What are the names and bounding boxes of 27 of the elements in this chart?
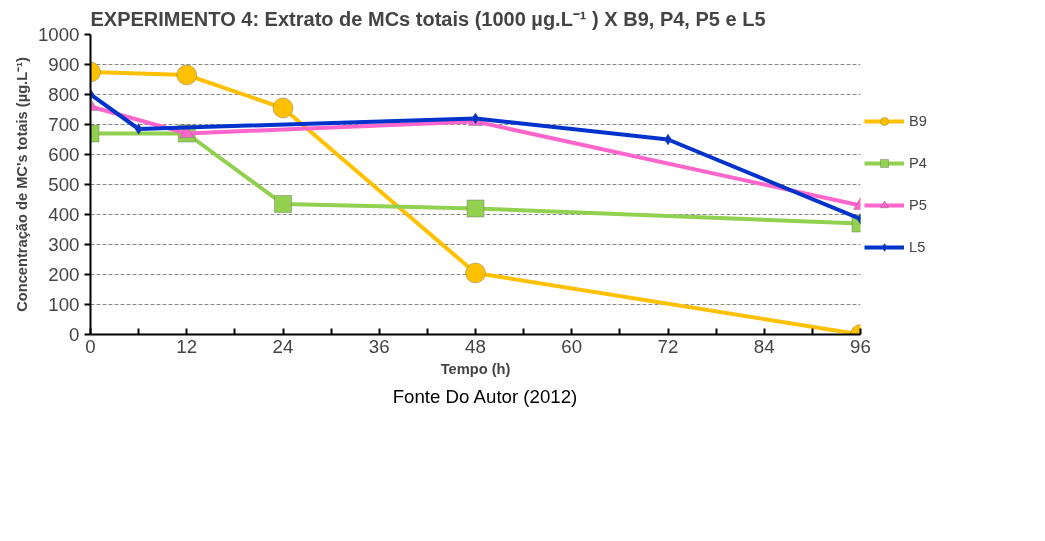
y-tick-label: 900: [48, 54, 80, 75]
x-tick-label: 84: [753, 335, 775, 357]
chart-title: EXPERIMENTO 4: Extrato de MCs totais (1000 µg.L⁻¹ ) X B9, P4, P5 e L5: [90, 7, 766, 30]
y-tick-label: 500: [48, 174, 80, 195]
source-note: Fonte Do Autor (2012): [392, 385, 578, 409]
y-tick-label: 400: [48, 204, 80, 225]
y-axis-title: Concentração de MC's totais (µg.L⁻¹): [14, 57, 30, 312]
y-tick-label: 300: [48, 234, 80, 255]
y-tick-label: 1000: [38, 24, 80, 45]
y-tick-label: 200: [48, 264, 80, 285]
x-tick-label: 36: [368, 335, 390, 357]
y-tick-label: 800: [48, 84, 80, 105]
x-tick-label: 24: [272, 335, 294, 357]
x-tick-label: 12: [176, 335, 198, 357]
x-tick-label: 96: [850, 335, 871, 357]
y-tick-label: 100: [48, 294, 80, 315]
x-tick-label: 48: [465, 335, 486, 357]
x-tick-label: 60: [561, 335, 583, 357]
legend-label: L5: [909, 239, 927, 255]
y-tick-label: 600: [48, 144, 80, 165]
legend-label: P5: [909, 197, 928, 213]
legend-label: P4: [909, 155, 928, 171]
x-axis-title: Tempo (h): [440, 360, 511, 377]
x-tick-label: 72: [657, 335, 679, 357]
legend-label: B9: [909, 113, 928, 129]
x-tick-label: 0: [85, 335, 96, 357]
y-tick-label: 700: [48, 114, 80, 135]
